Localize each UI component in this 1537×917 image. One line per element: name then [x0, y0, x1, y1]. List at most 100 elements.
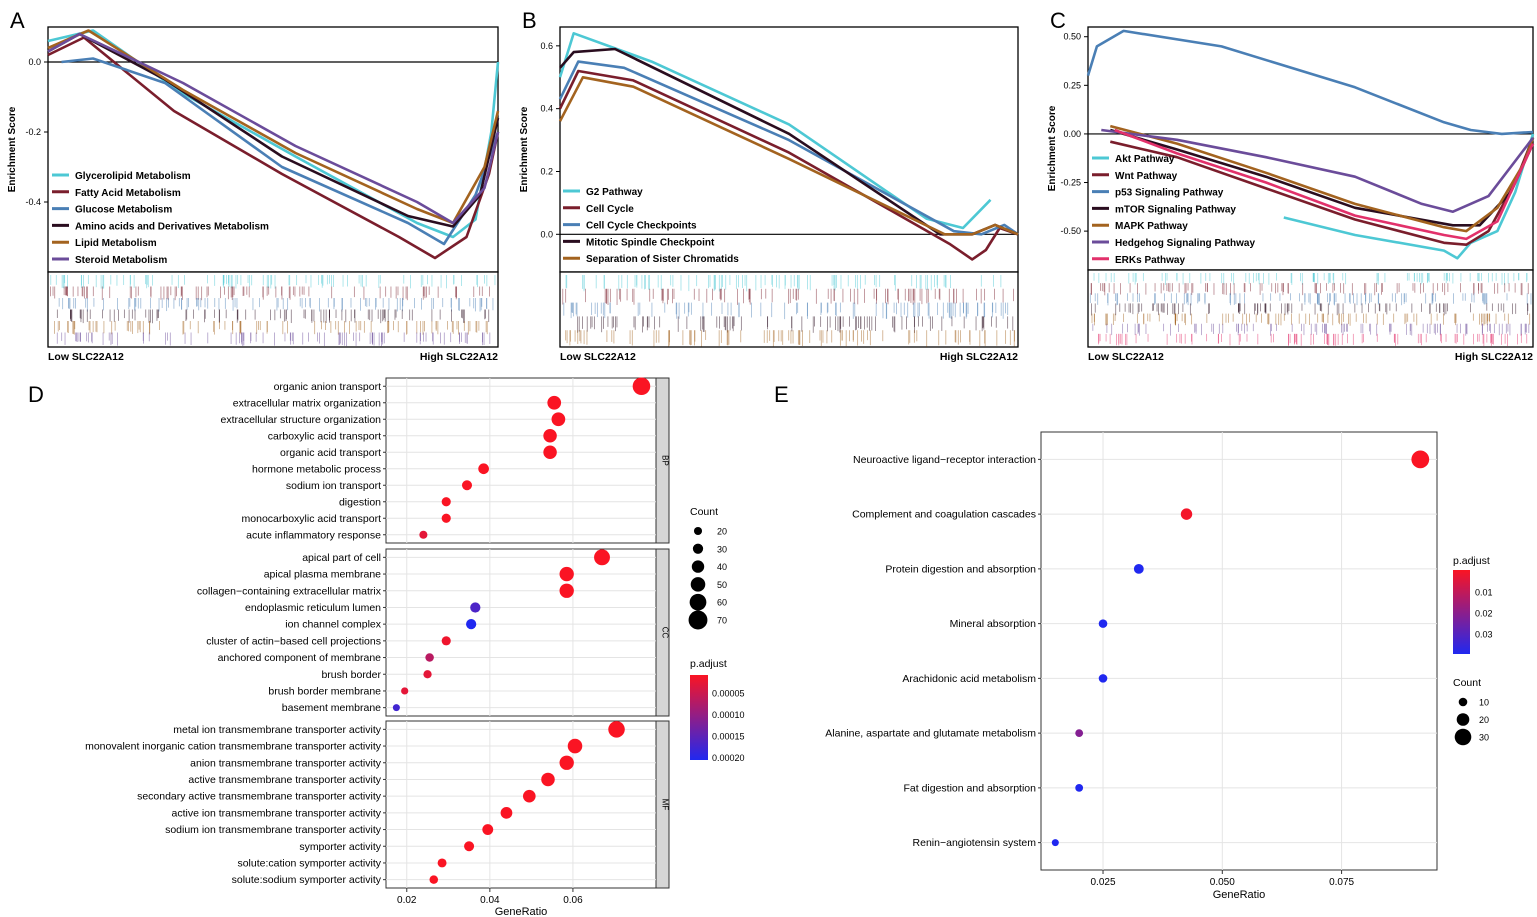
y-axis-title: Enrichment Score [7, 106, 18, 192]
term-label: sodium ion transport [286, 480, 381, 492]
legend-label: Fatty Acid Metabolism [75, 188, 181, 199]
gsea-panel-a: A 0.0 -0.2 -0.4 Enrichment Score Low SLC22A12… [7, 8, 500, 363]
term-label: Renin−angiotensin system [913, 837, 1037, 849]
term-label: active transmembrane transporter activit… [188, 774, 381, 786]
facet-strip-label: CC [661, 627, 670, 639]
term-label: Fat digestion and absorption [903, 782, 1036, 794]
plot-frame [1040, 431, 1438, 871]
term-dot [559, 566, 574, 582]
facet-bp: BP organic anion transport extracellular m… [221, 377, 670, 544]
term-dot [543, 429, 557, 443]
color-legend-title: p.adjust [690, 658, 727, 670]
y-tick-label: 0.00 [1063, 129, 1081, 139]
legend-label: Mitotic Spindle Checkpoint [586, 237, 715, 248]
es-curve-p53-signaling-pathway [1086, 29, 1534, 136]
es-curve-lipid-metabolism [47, 29, 500, 225]
term-label: organic acid transport [280, 447, 381, 459]
size-legend-dot [1458, 697, 1468, 707]
size-legend-dot [690, 577, 706, 592]
size-legend-title: Count [1453, 677, 1481, 689]
size-legend-title: Count [690, 506, 718, 518]
hit-strip-frame [1087, 269, 1534, 348]
y-tick-label: -0.4 [25, 197, 41, 207]
term-label: brush border membrane [268, 685, 381, 697]
term-label: ion channel complex [285, 619, 381, 631]
term-label: Arachidonic acid metabolism [902, 673, 1036, 685]
color-legend-label: 0.03 [1475, 630, 1493, 640]
y-tick-label: -0.25 [1060, 178, 1081, 188]
term-label: anchored component of membrane [218, 652, 382, 664]
size-legend-label: 20 [1479, 715, 1489, 725]
gsea-panel-b: B0.6 0.4 0.2 0.0 Enrichment Score Low SLC22A1… [519, 8, 1019, 363]
term-dot [543, 445, 557, 459]
y-tick-label: -0.2 [25, 127, 41, 137]
x-left-label: Low SLC22A12 [1088, 351, 1164, 363]
x-left-label: Low SLC22A12 [48, 351, 124, 363]
y-axis-title: Enrichment Score [519, 106, 530, 192]
term-label: Protein digestion and absorption [885, 563, 1036, 575]
term-label: hormone metabolic process [252, 463, 381, 475]
term-label: monovalent inorganic cation transmembran… [85, 741, 382, 753]
facet-strip-label: BP [661, 455, 670, 466]
term-label: apical plasma membrane [264, 569, 381, 581]
x-axis-title: GeneRatio [1213, 889, 1266, 901]
term-dot [429, 875, 439, 884]
es-curve-akt-pathway [1283, 133, 1535, 260]
es-curve-fatty-acid-metabolism [47, 36, 500, 260]
y-tick-label: -0.50 [1060, 226, 1081, 236]
term-dot [608, 721, 625, 738]
term-label: cluster of actin−based cell projections [206, 635, 381, 647]
color-legend-bar [690, 675, 708, 760]
panel-label: A [10, 8, 25, 33]
x-tick-label: 0.050 [1210, 877, 1235, 888]
term-label: digestion [339, 496, 381, 508]
y-tick-label: 0.0 [540, 229, 553, 239]
legend-label: p53 Signaling Pathway [1115, 188, 1224, 199]
y-tick-label: 0.25 [1063, 80, 1081, 90]
legend-label: Cell Cycle [586, 204, 634, 215]
y-tick-label: 0.4 [540, 104, 553, 114]
term-dot [419, 530, 428, 539]
term-label: metal ion transmembrane transporter acti… [173, 724, 381, 736]
term-label: sodium ion transmembrane transporter act… [165, 824, 382, 836]
term-label: apical part of cell [302, 552, 381, 564]
term-label: Mineral absorption [950, 618, 1037, 630]
size-legend-label: 30 [717, 544, 727, 554]
color-legend-bar [1453, 570, 1470, 654]
term-dot [541, 772, 555, 787]
term-dot [401, 687, 409, 695]
term-dot [466, 619, 477, 630]
legend-label: mTOR Signaling Pathway [1115, 204, 1236, 215]
term-label: extracellular matrix organization [233, 397, 381, 409]
size-legend-dot [692, 543, 704, 554]
es-curve-mapk-pathway [1109, 124, 1535, 233]
legend-label: MAPK Pathway [1115, 221, 1188, 232]
term-label: Complement and coagulation cascades [852, 509, 1036, 521]
legend-label: Steroid Metabolism [75, 255, 167, 266]
facet-strip [655, 548, 670, 717]
size-legend-dot [688, 610, 708, 630]
es-curve-g2-pathway [558, 31, 992, 230]
legend-label: Akt Pathway [1115, 154, 1175, 165]
term-dot [522, 789, 536, 803]
color-legend-label: 0.02 [1475, 609, 1493, 619]
size-legend-dot [693, 526, 703, 536]
facet-strip [655, 720, 670, 889]
es-curve-erks-pathway [1114, 128, 1535, 241]
panel-label: E [774, 382, 789, 407]
term-dot [1098, 619, 1108, 628]
term-dot [441, 497, 451, 507]
size-legend-label: 40 [717, 562, 727, 572]
color-legend-label: 0.00020 [712, 753, 745, 763]
panel-label: D [28, 382, 44, 407]
term-dot [567, 738, 583, 754]
go-dotplot-panel-d: D BP organic anion transport extracellular … [28, 377, 745, 917]
term-label: Alanine, aspartate and glutamate metabol… [825, 728, 1036, 740]
term-dot [1098, 674, 1108, 683]
x-tick-label: 0.06 [563, 895, 583, 906]
plot-frame [559, 26, 1019, 273]
legend-label: Separation of Sister Chromatids [586, 254, 739, 265]
legend-label: Cell Cycle Checkpoints [586, 221, 697, 232]
x-tick-label: 0.075 [1329, 877, 1354, 888]
facet-cc: CC apical part of cell apical plasma membr… [197, 548, 670, 717]
